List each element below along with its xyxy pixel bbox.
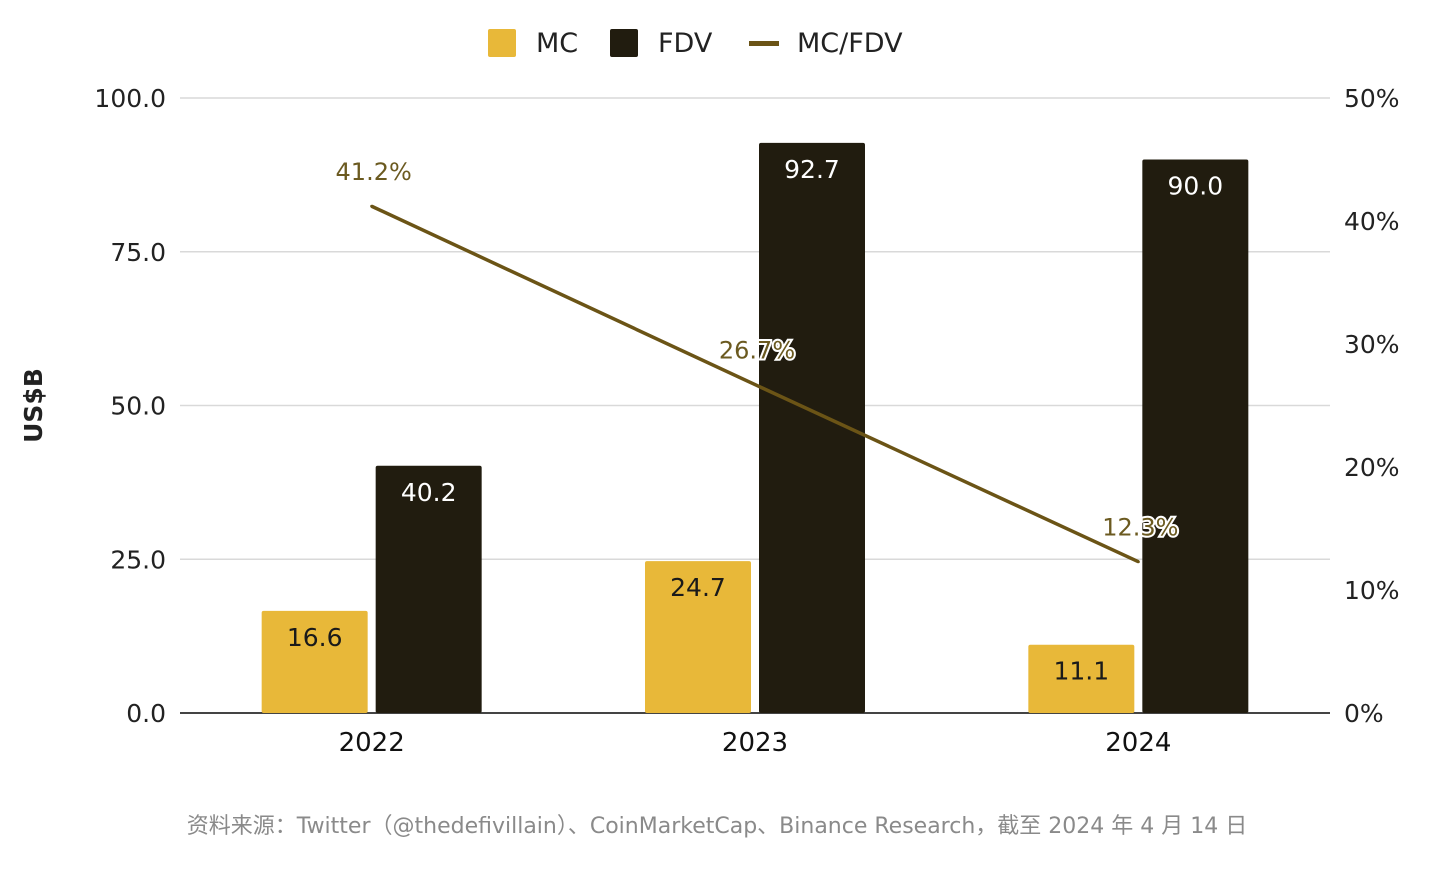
axis-layer: 0.0 25.0 50.0 75.0 100.0 0% 10% 20% 30% 40% 50% US$…	[19, 84, 1400, 758]
line-data-label: 12.3%	[1102, 514, 1178, 542]
legend-swatch-mc	[488, 29, 516, 57]
legend-swatch-fdv	[610, 29, 638, 57]
bar-data-label: 40.2	[401, 478, 457, 507]
y-axis-title: US$B	[19, 368, 48, 443]
legend-swatch-line	[749, 41, 779, 46]
source-note: 资料来源：Twitter（@thedefivillain）、CoinMarket…	[186, 814, 1248, 839]
y-tick-label: 0.0	[126, 699, 166, 728]
x-tick-label: 2022	[339, 728, 405, 758]
y-tick-label: 25.0	[110, 545, 166, 574]
line-data-label: 26.7%	[719, 337, 795, 365]
bar-data-label: 90.0	[1167, 172, 1223, 201]
y-tick-label: 50.0	[110, 392, 166, 421]
y2-tick-label: 10%	[1344, 576, 1400, 605]
mc-fdv-point	[370, 204, 374, 208]
mc-fdv-point	[1136, 560, 1140, 564]
label-layer: 16.6 24.7 11.1 40.2 92.7 90.0 41.2% 26.7% 12.3%	[287, 155, 1223, 686]
bar-data-label: 24.7	[670, 573, 726, 602]
y2-tick-label: 30%	[1344, 330, 1400, 359]
chart-svg: 0.0 25.0 50.0 75.0 100.0 0% 10% 20% 30% 40% 50% US$…	[19, 28, 1400, 758]
x-tick-label: 2023	[722, 728, 788, 758]
x-tick-label: 2024	[1105, 728, 1171, 758]
bar-layer	[261, 142, 1249, 713]
y-tick-label: 75.0	[110, 238, 166, 267]
legend-layer: MC FDV MC/FDV	[488, 28, 903, 59]
bar-data-label: 11.1	[1053, 657, 1109, 686]
bar-fdv-2022	[375, 465, 482, 713]
legend-label: MC	[536, 28, 578, 59]
legend-label: FDV	[658, 28, 713, 59]
bar-mc-2023	[645, 561, 751, 713]
y2-tick-label: 20%	[1344, 453, 1400, 482]
bar-mc-2024	[1028, 644, 1135, 713]
bar-fdv-2024	[1142, 159, 1249, 713]
legend-label: MC/FDV	[797, 28, 903, 59]
line-data-label: 41.2%	[336, 158, 412, 186]
y2-tick-label: 40%	[1344, 207, 1400, 236]
y2-tick-label: 50%	[1344, 84, 1400, 113]
y2-tick-label: 0%	[1344, 699, 1384, 728]
grid-layer	[180, 97, 1330, 560]
bar-fdv-2023	[759, 142, 865, 713]
mc-fdv-point	[753, 383, 757, 387]
bar-data-label: 16.6	[287, 623, 343, 652]
bar-mc-2022	[261, 610, 368, 713]
y-tick-label: 100.0	[94, 84, 166, 113]
line-layer	[370, 204, 1140, 564]
bar-data-label: 92.7	[784, 155, 840, 184]
